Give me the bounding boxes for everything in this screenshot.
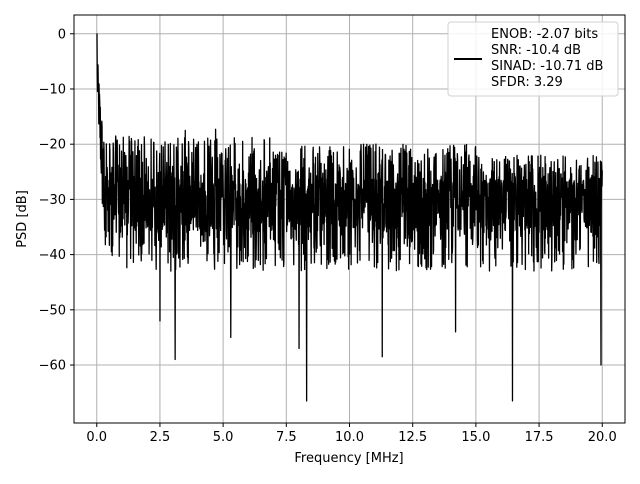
x-tick-label: 0.0 [86,430,107,445]
x-tick-label: 5.0 [213,430,234,445]
x-tick-label: 7.5 [276,430,297,445]
x-tick-label: 15.0 [461,430,490,445]
x-tick-label: 20.0 [588,430,617,445]
y-tick-label: −30 [39,193,66,208]
x-tick-label: 17.5 [525,430,554,445]
legend-snr: SNR: -10.4 dB [491,43,581,58]
y-tick-label: 0 [58,27,66,42]
y-tick-label: −20 [39,138,66,153]
psd-series-line [96,33,603,402]
y-tick-label: −40 [39,248,66,263]
tick-layer: 0.0 2.5 5.0 7.5 10.0 12.5 15.0 17.5 20.0 0 −10 −20 −… [39,27,617,445]
y-tick-label: −10 [39,82,66,97]
legend-box [447,21,619,97]
x-tick-label: 10.0 [335,430,364,445]
y-axis-label: PSD [dB] [15,190,30,248]
legend-sfdr: SFDR: 3.29 [491,75,563,90]
x-axis-label: Frequency [MHz] [294,451,403,466]
legend-enob: ENOB: -2.07 bits [491,27,598,42]
y-tick-label: −50 [39,303,66,318]
legend-sinad: SINAD: -10.71 dB [491,59,603,74]
x-tick-label: 12.5 [398,430,427,445]
series-layer [96,33,603,402]
y-tick-label: −60 [39,359,66,374]
legend: ENOB: -2.07 bits SNR: -10.4 dB SINAD: -1… [447,21,619,97]
x-tick-label: 2.5 [150,430,171,445]
